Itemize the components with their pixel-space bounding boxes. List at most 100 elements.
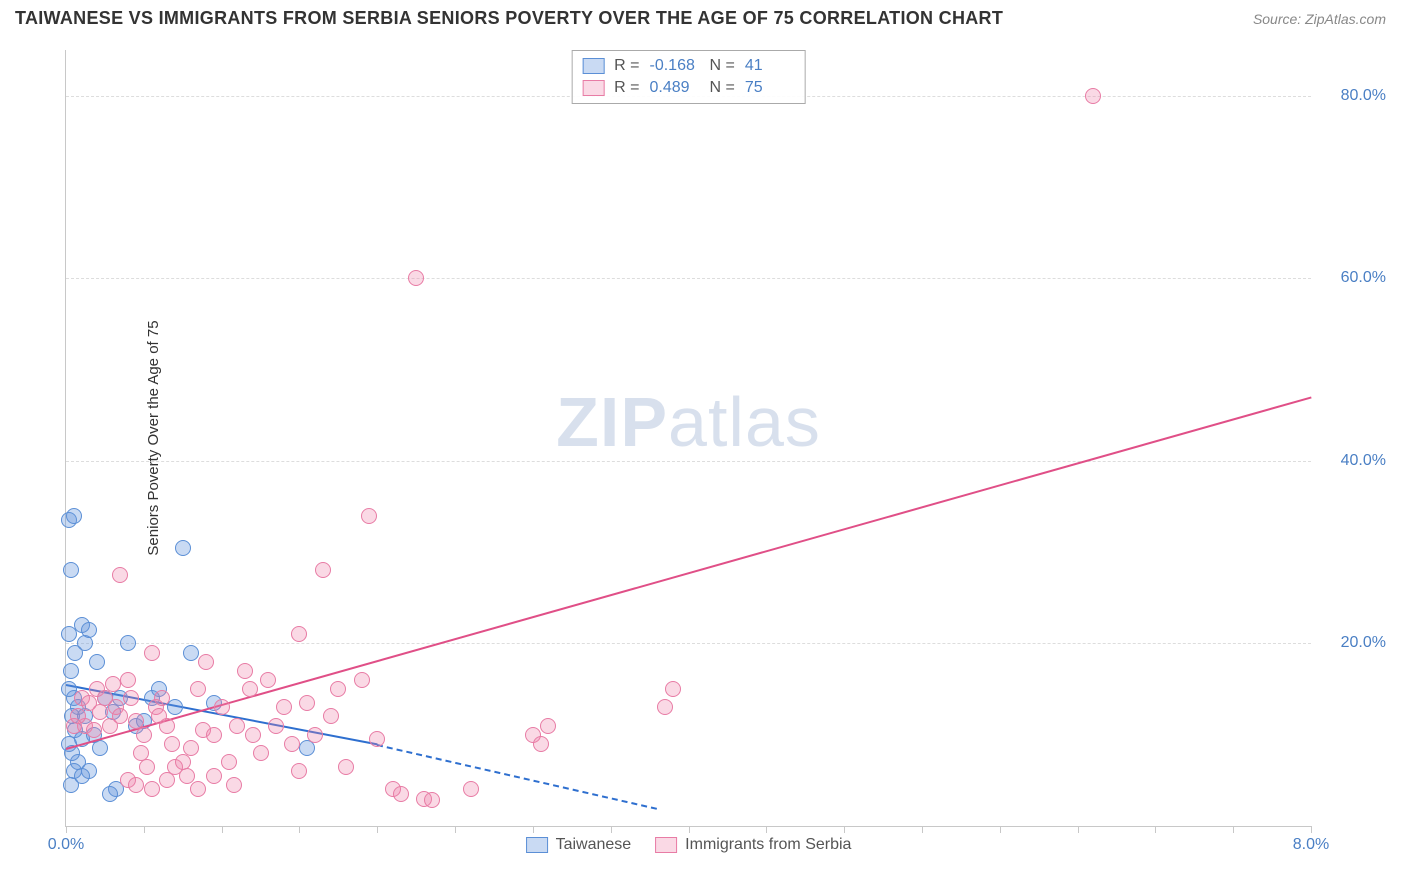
x-tick [455,826,456,833]
swatch-taiwanese-icon [582,58,604,74]
x-tick [844,826,845,833]
data-point [408,270,424,286]
data-point [66,508,82,524]
source-label: Source: ZipAtlas.com [1253,11,1386,27]
x-tick [1155,826,1156,833]
data-point [268,718,284,734]
x-tick [611,826,612,833]
data-point [61,626,77,642]
data-point [102,718,118,734]
stats-row-taiwanese: R = -0.168 N = 41 [582,55,795,77]
x-tick [66,826,67,833]
chart-title: TAIWANESE VS IMMIGRANTS FROM SERBIA SENI… [15,8,1003,29]
n-value-taiwanese: 41 [745,57,795,75]
data-point [323,708,339,724]
data-point [361,508,377,524]
data-point [354,672,370,688]
data-point [291,763,307,779]
data-point [665,681,681,697]
data-point [214,699,230,715]
data-point [63,663,79,679]
data-point [206,727,222,743]
data-point [154,690,170,706]
x-tick [1000,826,1001,833]
data-point [245,727,261,743]
data-point [424,792,440,808]
swatch-serbia-icon [655,837,677,853]
data-point [299,695,315,711]
data-point [190,681,206,697]
data-point [463,781,479,797]
data-point [338,759,354,775]
data-point [299,740,315,756]
data-point [128,777,144,793]
data-point [164,736,180,752]
data-point [229,718,245,734]
y-tick-label: 60.0% [1326,269,1386,287]
x-tick [922,826,923,833]
x-tick [1233,826,1234,833]
data-point [242,681,258,697]
data-point [102,786,118,802]
data-point [330,681,346,697]
x-tick-label: 0.0% [48,836,84,854]
data-point [369,731,385,747]
data-point [139,759,155,775]
y-axis-label: Seniors Poverty Over the Age of 75 [145,320,162,555]
data-point [159,718,175,734]
data-point [77,635,93,651]
data-point [226,777,242,793]
data-point [123,690,139,706]
watermark-atlas: atlas [668,383,821,461]
x-tick [144,826,145,833]
x-tick [533,826,534,833]
x-tick [299,826,300,833]
gridline-h [66,278,1311,279]
data-point [291,626,307,642]
data-point [183,645,199,661]
data-point [120,635,136,651]
x-tick [1311,826,1312,833]
data-point [144,645,160,661]
stats-row-serbia: R = 0.489 N = 75 [582,77,795,99]
n-label: N = [710,57,735,75]
data-point [284,736,300,752]
data-point [540,718,556,734]
data-point [86,722,102,738]
data-point [81,622,97,638]
data-point [315,562,331,578]
r-label: R = [614,57,639,75]
data-point [89,654,105,670]
data-point [112,567,128,583]
legend-label-taiwanese: Taiwanese [556,836,632,854]
data-point [63,562,79,578]
data-point [393,786,409,802]
x-tick [689,826,690,833]
data-point [260,672,276,688]
data-point [1085,88,1101,104]
data-point [307,727,323,743]
r-value-taiwanese: -0.168 [650,57,700,75]
y-tick-label: 20.0% [1326,634,1386,652]
swatch-taiwanese-icon [526,837,548,853]
data-point [276,699,292,715]
data-point [159,772,175,788]
data-point [70,708,86,724]
data-point [74,768,90,784]
data-point [92,740,108,756]
data-point [179,768,195,784]
bottom-legend: Taiwanese Immigrants from Serbia [526,836,852,854]
data-point [253,745,269,761]
data-point [237,663,253,679]
data-point [206,768,222,784]
data-point [183,740,199,756]
data-point [221,754,237,770]
x-tick [1078,826,1079,833]
x-tick [222,826,223,833]
data-point [136,727,152,743]
chart-header: TAIWANESE VS IMMIGRANTS FROM SERBIA SENI… [0,0,1406,37]
y-tick-label: 80.0% [1326,87,1386,105]
legend-item-serbia: Immigrants from Serbia [655,836,851,854]
trend-line [66,397,1312,750]
r-label: R = [614,79,639,97]
